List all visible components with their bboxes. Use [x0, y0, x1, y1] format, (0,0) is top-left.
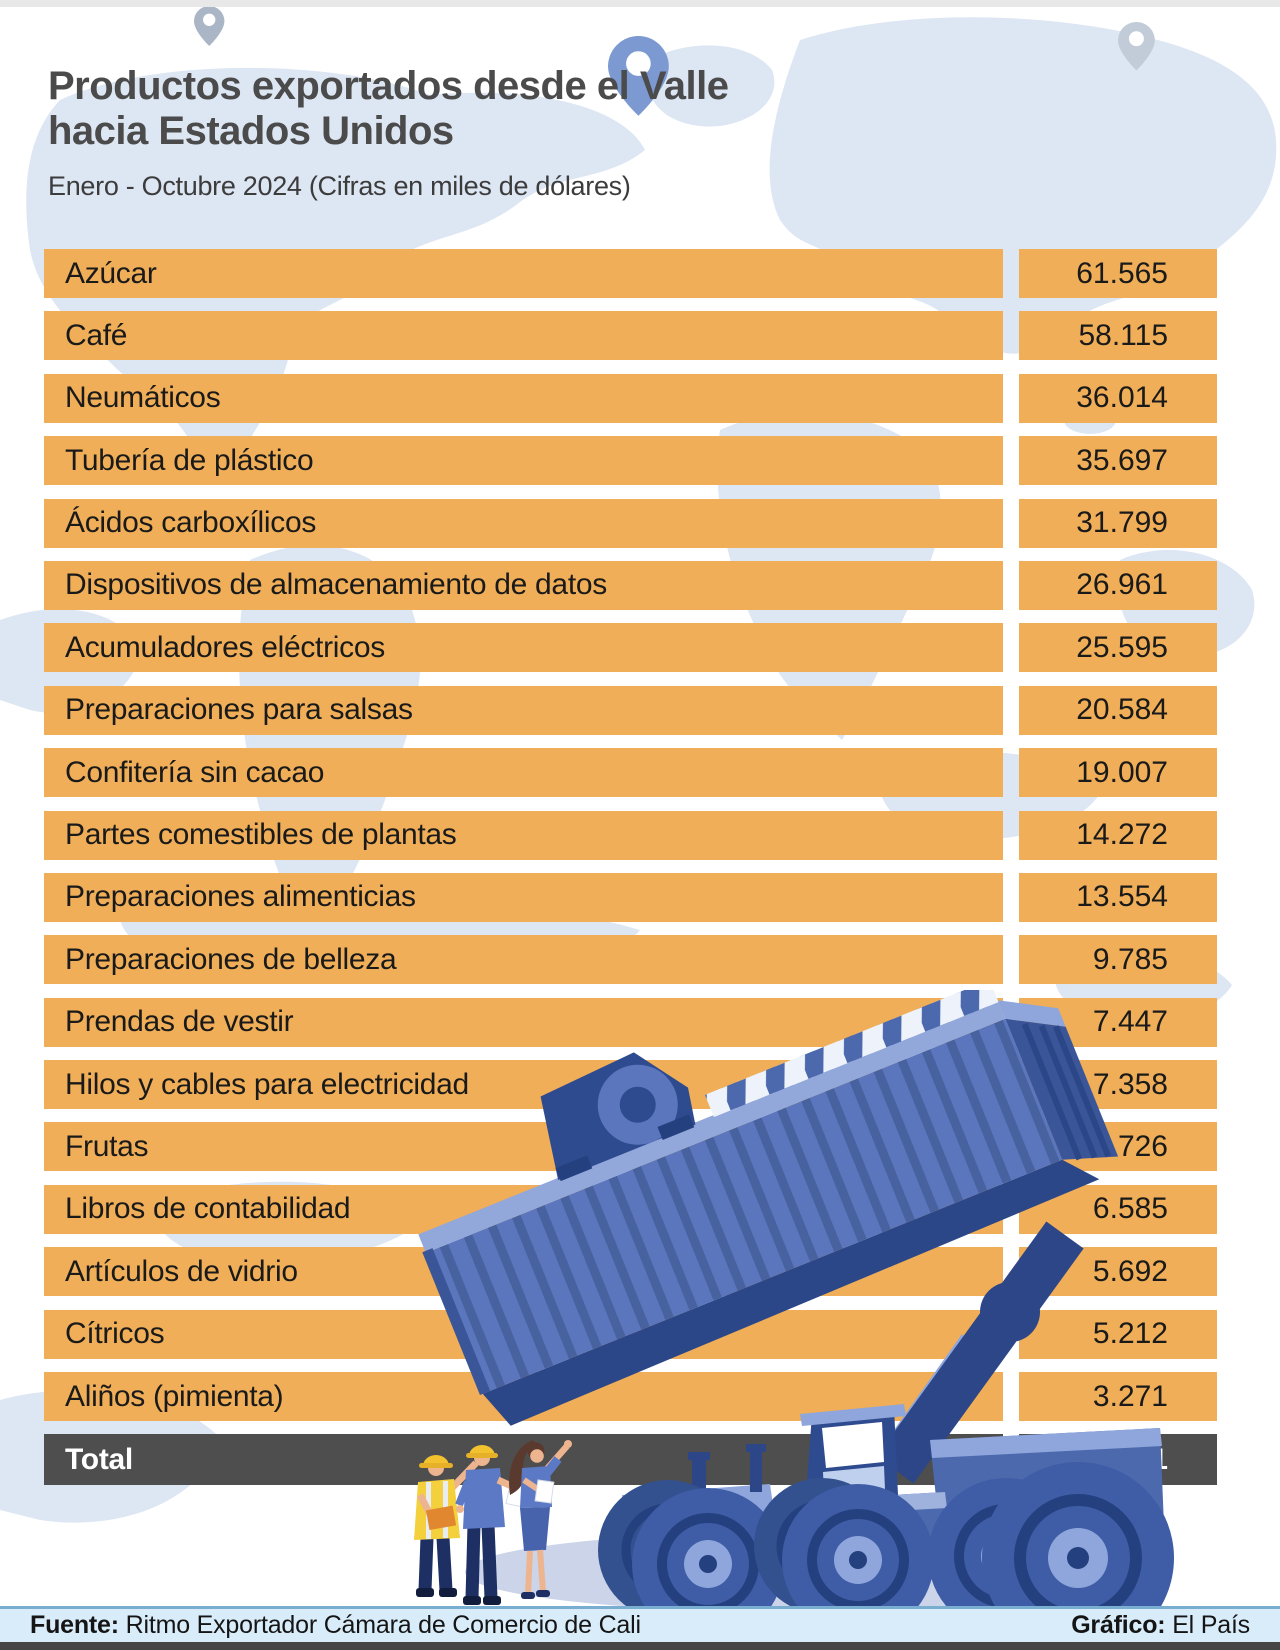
product-value: 5.212 — [1019, 1309, 1217, 1359]
table-row: Prendas de vestir 7.447 — [44, 997, 1217, 1047]
product-label: Ácidos carboxílicos — [44, 498, 1003, 548]
product-label: Preparaciones alimenticias — [44, 872, 1003, 922]
product-value: 19.007 — [1019, 748, 1217, 798]
table-row: Preparaciones alimenticias 13.554 — [44, 872, 1217, 922]
table-row: Confitería sin cacao 19.007 — [44, 748, 1217, 798]
product-value: 13.554 — [1019, 872, 1217, 922]
credit-text: El País — [1172, 1611, 1250, 1639]
graphic-credit: Gráfico: El País — [1071, 1611, 1250, 1640]
product-label: Dispositivos de almacenamiento de datos — [44, 560, 1003, 610]
product-value: 31.799 — [1019, 498, 1217, 548]
table-row: Café 58.115 — [44, 311, 1217, 361]
product-value: 61.565 — [1019, 249, 1217, 298]
product-value: 26.961 — [1019, 560, 1217, 610]
shipping-container — [418, 990, 1119, 1426]
table-row: Partes comestibles de plantas 14.272 — [44, 810, 1217, 860]
woman-worker — [509, 1440, 572, 1599]
table-row: Tubería de plástico 35.697 — [44, 436, 1217, 486]
table-row: Preparaciones para salsas 20.584 — [44, 685, 1217, 735]
wheel — [982, 1462, 1174, 1620]
container-crane-illustration — [414, 990, 1174, 1620]
export-products-table: Azúcar 61.565 Café 58.115 Neumáticos 36.… — [44, 249, 1217, 1499]
product-label: Partes comestibles de plantas — [44, 810, 1003, 860]
product-label: Preparaciones de belleza — [44, 935, 1003, 985]
source-text: Ritmo Exportador Cámara de Comercio de C… — [125, 1611, 641, 1639]
table-row: Ácidos carboxílicos 31.799 — [44, 498, 1217, 548]
bottom-strip — [0, 1642, 1280, 1650]
product-value: 58.115 — [1019, 311, 1217, 361]
wheel — [632, 1488, 784, 1620]
map-greenland — [649, 45, 775, 127]
page-title-line2: hacia Estados Unidos — [48, 109, 454, 154]
table-row: Dispositivos de almacenamiento de datos … — [44, 560, 1217, 610]
product-value: 35.697 — [1019, 436, 1217, 486]
product-label: Café — [44, 311, 1003, 361]
product-label: Prendas de vestir — [44, 997, 1003, 1047]
product-label: Confitería sin cacao — [44, 748, 1003, 798]
header: Productos exportados desde el Valle haci… — [48, 64, 729, 202]
operator-cab — [800, 1404, 906, 1495]
map-pin-icon — [194, 6, 225, 46]
product-label: Preparaciones para salsas — [44, 685, 1003, 735]
product-label: Neumáticos — [44, 373, 1003, 423]
product-value: 25.595 — [1019, 623, 1217, 673]
product-value: 9.785 — [1019, 935, 1217, 985]
product-value: 14.272 — [1019, 810, 1217, 860]
product-value: 20.584 — [1019, 685, 1217, 735]
wheels — [598, 1462, 1174, 1620]
product-value: 3.271 — [1019, 1372, 1217, 1422]
product-label: Azúcar — [44, 249, 1003, 298]
worker-with-vest — [414, 1449, 485, 1597]
page-title-line1: Productos exportados desde el Valle — [48, 64, 729, 108]
table-row: Preparaciones de belleza 9.785 — [44, 935, 1217, 985]
wheel — [782, 1484, 934, 1620]
map-pin-icon — [608, 36, 669, 116]
product-label: Acumuladores eléctricos — [44, 623, 1003, 673]
table-row: Neumáticos 36.014 — [44, 373, 1217, 423]
product-value: 36.014 — [1019, 373, 1217, 423]
top-strip — [0, 0, 1280, 7]
table-row: Acumuladores eléctricos 25.595 — [44, 623, 1217, 673]
footer-bar: Fuente: Ritmo Exportador Cámara de Comer… — [0, 1606, 1280, 1642]
map-pin-icon — [1118, 22, 1155, 71]
credit-label: Gráfico: — [1071, 1611, 1166, 1639]
source-credit: Fuente: Ritmo Exportador Cámara de Comer… — [30, 1611, 641, 1640]
source-label: Fuente: — [30, 1611, 119, 1639]
product-label: Tubería de plástico — [44, 436, 1003, 486]
table-row: Azúcar 61.565 — [44, 249, 1217, 298]
page-subtitle: Enero - Octubre 2024 (Cifras en miles de… — [48, 171, 631, 202]
container-spreader — [540, 1052, 696, 1182]
